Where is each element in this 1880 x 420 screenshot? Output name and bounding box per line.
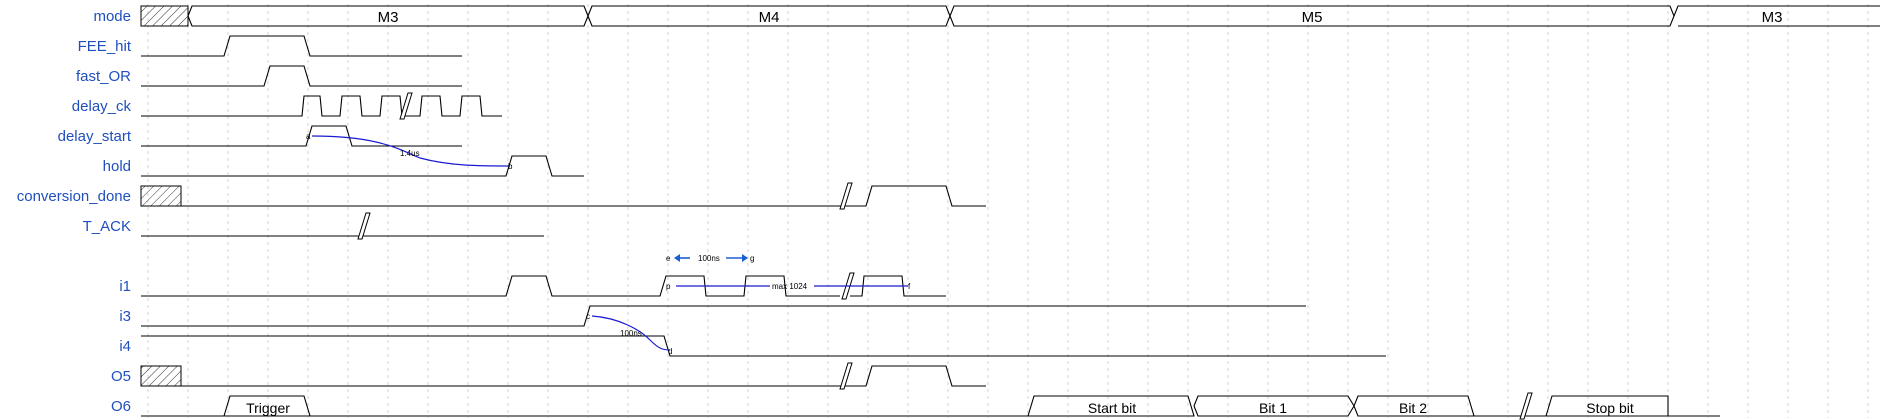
annotation-a-b: a b 1.4us bbox=[306, 132, 513, 171]
label-t-ack: T_ACK bbox=[83, 218, 131, 235]
o5-gap-mark bbox=[839, 362, 853, 390]
note-delay-value: 1.4us bbox=[400, 149, 420, 158]
annotation-e-g: e g 100ns bbox=[666, 254, 754, 263]
wave-o5 bbox=[181, 365, 986, 387]
t-ack-gap-mark bbox=[357, 212, 371, 240]
wave-delay-ck bbox=[141, 95, 412, 117]
note-i3-i4-delay: 100ns bbox=[620, 329, 642, 338]
conversion-done-undefined bbox=[140, 185, 182, 207]
o6-segment-bit2 bbox=[1353, 395, 1475, 417]
label-conversion-done: conversion_done bbox=[17, 188, 131, 205]
wave-delay-ck-cont bbox=[412, 95, 502, 117]
mode-bus: M3 M4 M5 M3 bbox=[140, 5, 1880, 27]
note-p: p bbox=[666, 282, 671, 291]
arrow-e-head bbox=[674, 254, 680, 262]
note-g: g bbox=[750, 254, 754, 263]
o6-gap-mark bbox=[1519, 392, 1533, 420]
note-a: a bbox=[306, 132, 311, 141]
note-d: d bbox=[668, 347, 672, 356]
wave-i1 bbox=[141, 275, 840, 297]
o6-label-trigger: Trigger bbox=[246, 400, 290, 416]
label-hold: hold bbox=[103, 158, 131, 175]
arrow-g-head bbox=[742, 254, 748, 262]
arc-c-d bbox=[591, 315, 671, 351]
o6-segment-trigger bbox=[223, 395, 311, 417]
o6-label-bit2: Bit 2 bbox=[1399, 400, 1427, 416]
o6-label-stop-bit: Stop bit bbox=[1586, 400, 1634, 416]
label-delay-start: delay_start bbox=[58, 128, 132, 145]
mode-label-m5: M5 bbox=[1302, 9, 1323, 26]
signal-labels: mode FEE_hit fast_OR delay_ck delay_star… bbox=[17, 8, 132, 415]
o6-segment-start-bit bbox=[1027, 395, 1195, 417]
arc-a-b bbox=[311, 135, 511, 167]
o5-undefined bbox=[140, 365, 182, 387]
wave-i4 bbox=[141, 335, 1386, 357]
annotation-c-d: c d 100ns bbox=[586, 312, 672, 356]
mode-label-m3-end: M3 bbox=[1762, 9, 1783, 26]
mode-segment-m3-end bbox=[1673, 5, 1880, 17]
note-f: f bbox=[908, 282, 911, 291]
wave-i3 bbox=[141, 305, 1306, 327]
mode-label-m4: M4 bbox=[759, 9, 780, 26]
note-period: 100ns bbox=[698, 254, 720, 263]
note-e: e bbox=[666, 254, 671, 263]
label-i4: i4 bbox=[119, 338, 131, 355]
label-i3: i3 bbox=[119, 308, 131, 325]
mode-undefined-region bbox=[140, 5, 189, 27]
wave-fee-hit bbox=[141, 35, 462, 57]
label-fast-or: fast_OR bbox=[76, 68, 131, 85]
o6-label-bit1: Bit 1 bbox=[1259, 400, 1287, 416]
label-o6: O6 bbox=[111, 398, 131, 415]
mode-label-m3: M3 bbox=[378, 9, 399, 26]
note-max-count: max 1024 bbox=[772, 282, 808, 291]
wave-fast-or bbox=[141, 65, 462, 87]
wave-delay-start bbox=[141, 125, 462, 147]
delay-ck-gap-mark bbox=[399, 92, 413, 120]
annotation-p-f: p f max 1024 bbox=[666, 282, 911, 291]
conversion-done-gap-mark bbox=[839, 182, 853, 210]
label-delay-ck: delay_ck bbox=[72, 98, 132, 115]
note-b: b bbox=[508, 162, 513, 171]
o6-segment-stop-bit bbox=[1545, 395, 1669, 417]
label-o5: O5 bbox=[111, 368, 131, 385]
label-fee-hit: FEE_hit bbox=[78, 38, 132, 55]
wave-i1-cont bbox=[850, 275, 946, 297]
wave-conversion-done bbox=[181, 185, 986, 207]
label-mode: mode bbox=[93, 8, 131, 25]
note-c: c bbox=[586, 312, 590, 321]
o6-label-start-bit: Start bit bbox=[1088, 400, 1136, 416]
label-i1: i1 bbox=[119, 278, 131, 295]
wave-hold bbox=[141, 155, 584, 177]
o6-bus: Trigger Start bit Bit 1 Bit 2 Stop bit bbox=[141, 392, 1720, 420]
